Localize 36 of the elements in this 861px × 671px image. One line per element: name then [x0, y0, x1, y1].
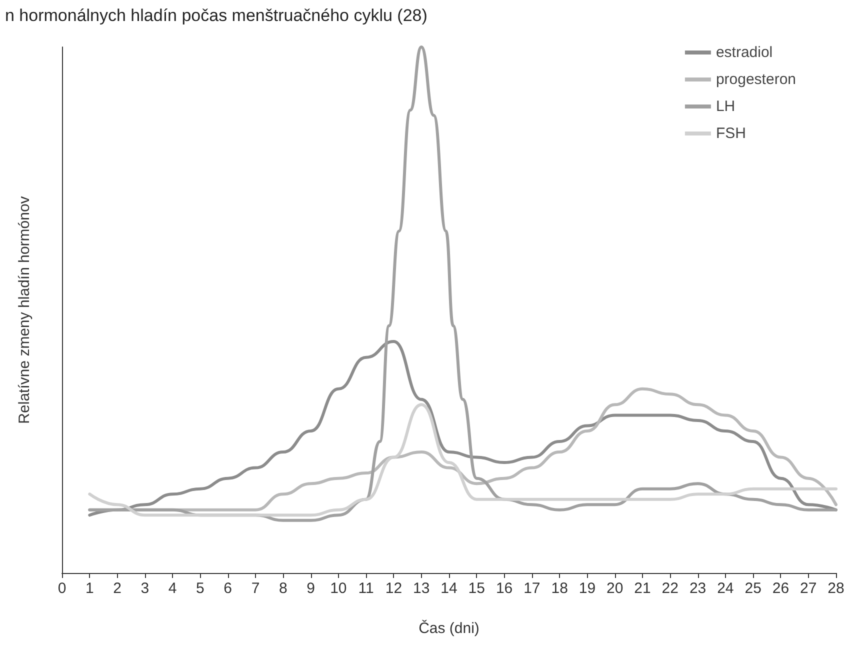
- legend-label: FSH: [716, 125, 746, 142]
- x-axis-title: Čas (dni): [418, 619, 480, 637]
- x-tick-label: 17: [524, 580, 540, 597]
- x-tick-label: 23: [689, 580, 706, 597]
- x-tick-label: 27: [800, 580, 817, 597]
- x-tick-label: 21: [634, 580, 651, 597]
- x-tick-label: 19: [578, 580, 596, 597]
- x-tick-label: 5: [196, 580, 204, 597]
- x-tick-label: 22: [662, 580, 678, 597]
- x-tick-label: 14: [440, 580, 458, 597]
- x-tick-label: 28: [828, 580, 844, 597]
- x-tick-label: 25: [744, 580, 762, 597]
- x-tick-label: 20: [606, 580, 624, 597]
- legend-label: progesteron: [716, 71, 796, 88]
- x-tick-label: 15: [468, 580, 485, 597]
- y-axis-title: Relatívne zmeny hladín hormónov: [16, 196, 33, 424]
- x-tick-label: 4: [168, 580, 177, 597]
- x-tick-label: 10: [330, 580, 347, 597]
- chart-title: n hormonálnych hladín počas menštruačného cyklu (28): [5, 6, 428, 25]
- x-tick-label: 12: [385, 580, 402, 597]
- x-tick-label: 26: [772, 580, 790, 597]
- x-tick-label: 3: [140, 580, 150, 597]
- x-tick-label: 1: [85, 580, 94, 597]
- x-tick-label: 11: [358, 580, 374, 597]
- x-tick-label: 2: [113, 580, 122, 597]
- legend-label: estradiol: [716, 44, 773, 61]
- x-tick-label: 16: [496, 580, 513, 597]
- x-tick-label: 7: [251, 580, 260, 597]
- x-tick-label: 24: [717, 580, 734, 597]
- x-tick-label: 8: [278, 580, 288, 597]
- x-tick-label: 13: [413, 580, 430, 597]
- x-tick-label: 9: [306, 580, 315, 597]
- x-tick-label: 6: [224, 580, 232, 597]
- x-tick-label: 18: [551, 580, 568, 597]
- legend-label: LH: [716, 98, 736, 115]
- x-tick-label: 0: [58, 580, 66, 597]
